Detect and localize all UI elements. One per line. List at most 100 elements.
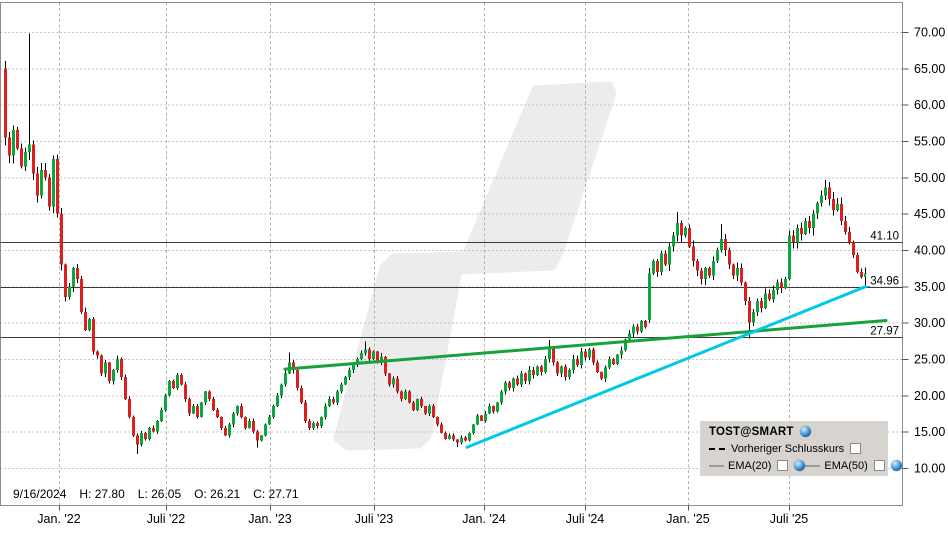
candle-up xyxy=(640,321,643,332)
candle-down xyxy=(748,300,751,323)
candle-up xyxy=(312,422,315,429)
level-label: 27.97 xyxy=(870,326,899,338)
candle-down xyxy=(680,223,683,236)
y-axis-label: 50.00 xyxy=(914,171,945,185)
candle-down xyxy=(688,228,691,247)
candle-up xyxy=(672,235,675,247)
candle-down xyxy=(100,355,103,374)
rising-support-trendline[interactable] xyxy=(465,280,879,449)
candle-up xyxy=(536,366,539,375)
candle-down xyxy=(708,268,711,276)
level-label: 34.96 xyxy=(870,276,899,288)
candle-down xyxy=(256,431,259,441)
candle-down xyxy=(744,282,747,301)
candle-up xyxy=(772,289,775,300)
y-axis-label: 25.00 xyxy=(914,353,945,367)
legend-ema-row: EMA(20) EMA(50) xyxy=(700,457,902,474)
candle-down xyxy=(848,231,851,243)
trendlines[interactable] xyxy=(283,280,888,449)
candle-down xyxy=(552,348,555,363)
candle-up xyxy=(460,437,463,443)
candle-down xyxy=(600,372,603,379)
candle-down xyxy=(216,409,219,418)
candle-up xyxy=(512,378,515,389)
candle-down xyxy=(184,384,187,399)
candle-up xyxy=(200,402,203,418)
candle-up xyxy=(88,319,91,330)
candle-up xyxy=(836,204,839,211)
y-axis-label: 60.00 xyxy=(914,98,945,112)
candle-up xyxy=(392,378,395,385)
candle-down xyxy=(136,435,139,445)
prev-close-checkbox[interactable] xyxy=(850,443,862,454)
ema50-sphere-settings-icon[interactable] xyxy=(890,460,902,471)
y-axis-label: 20.00 xyxy=(914,389,945,403)
candle-down xyxy=(124,377,127,399)
long-term-trendline[interactable] xyxy=(283,318,888,371)
ema20-sphere-settings-icon[interactable] xyxy=(794,460,806,471)
candle-down xyxy=(208,391,211,399)
x-axis-label: Jan. '22 xyxy=(37,512,80,526)
candle-up xyxy=(40,170,43,196)
candle-down xyxy=(760,300,763,309)
ema20-label: EMA(20) xyxy=(728,459,772,472)
candle-down xyxy=(828,187,831,200)
candle-up xyxy=(416,398,419,410)
candle-up xyxy=(264,424,267,436)
candle-up xyxy=(344,377,347,385)
x-axis: Jan. '22 Juli '22 Jan. '23 Juli '23 Jan. '24… xyxy=(37,505,808,526)
candle-up xyxy=(548,348,551,359)
candle-down xyxy=(860,271,863,277)
candle-up xyxy=(260,435,263,441)
candle-up xyxy=(268,417,271,425)
candle-up xyxy=(336,391,339,403)
candle-up xyxy=(676,223,679,236)
candle-down xyxy=(120,359,123,378)
solid-line-swatch xyxy=(805,464,821,467)
candle-up xyxy=(112,369,115,381)
candle-down xyxy=(440,424,443,434)
ema50-checkbox[interactable] xyxy=(873,460,885,471)
candle-up xyxy=(632,326,635,334)
candle-up xyxy=(788,235,791,280)
candle-up xyxy=(704,268,707,280)
candle-up xyxy=(712,260,715,276)
candle-down xyxy=(16,130,19,149)
candle-up xyxy=(472,424,475,434)
candle-up xyxy=(164,395,167,410)
candle-up xyxy=(544,359,547,373)
candle-down xyxy=(732,264,735,276)
candle-up xyxy=(488,406,491,414)
y-axis-label: 15.00 xyxy=(914,425,945,439)
candle-down xyxy=(780,282,783,288)
ema20-checkbox[interactable] xyxy=(777,460,789,471)
candle-down xyxy=(128,398,131,418)
candle-up xyxy=(756,300,759,312)
candle-up xyxy=(428,406,431,414)
candle-down xyxy=(252,420,255,432)
status-date: 9/16/2024 xyxy=(13,487,67,501)
chart-legend[interactable]: TOST@SMART Vorheriger Schlusskurs EMA(20… xyxy=(700,421,902,476)
candle-up xyxy=(364,349,367,354)
candle-down xyxy=(304,402,307,421)
candlesticks[interactable] xyxy=(4,33,867,455)
candle-down xyxy=(452,435,455,440)
candle-down xyxy=(296,369,299,389)
candle-up xyxy=(352,364,355,370)
candle-up xyxy=(28,144,31,152)
candle-down xyxy=(76,268,79,280)
blue-sphere-settings-icon[interactable] xyxy=(799,426,811,437)
candle-down xyxy=(332,398,335,403)
ema20-group: EMA(20) xyxy=(709,459,806,472)
candle-down xyxy=(224,428,227,436)
level-lines[interactable] xyxy=(0,242,903,338)
candle-down xyxy=(308,420,311,429)
candle-down xyxy=(644,321,647,328)
candle-down xyxy=(172,380,175,389)
candle-down xyxy=(44,170,47,178)
candle-down xyxy=(480,415,483,421)
candle-down xyxy=(368,349,371,359)
candle-up xyxy=(176,374,179,389)
